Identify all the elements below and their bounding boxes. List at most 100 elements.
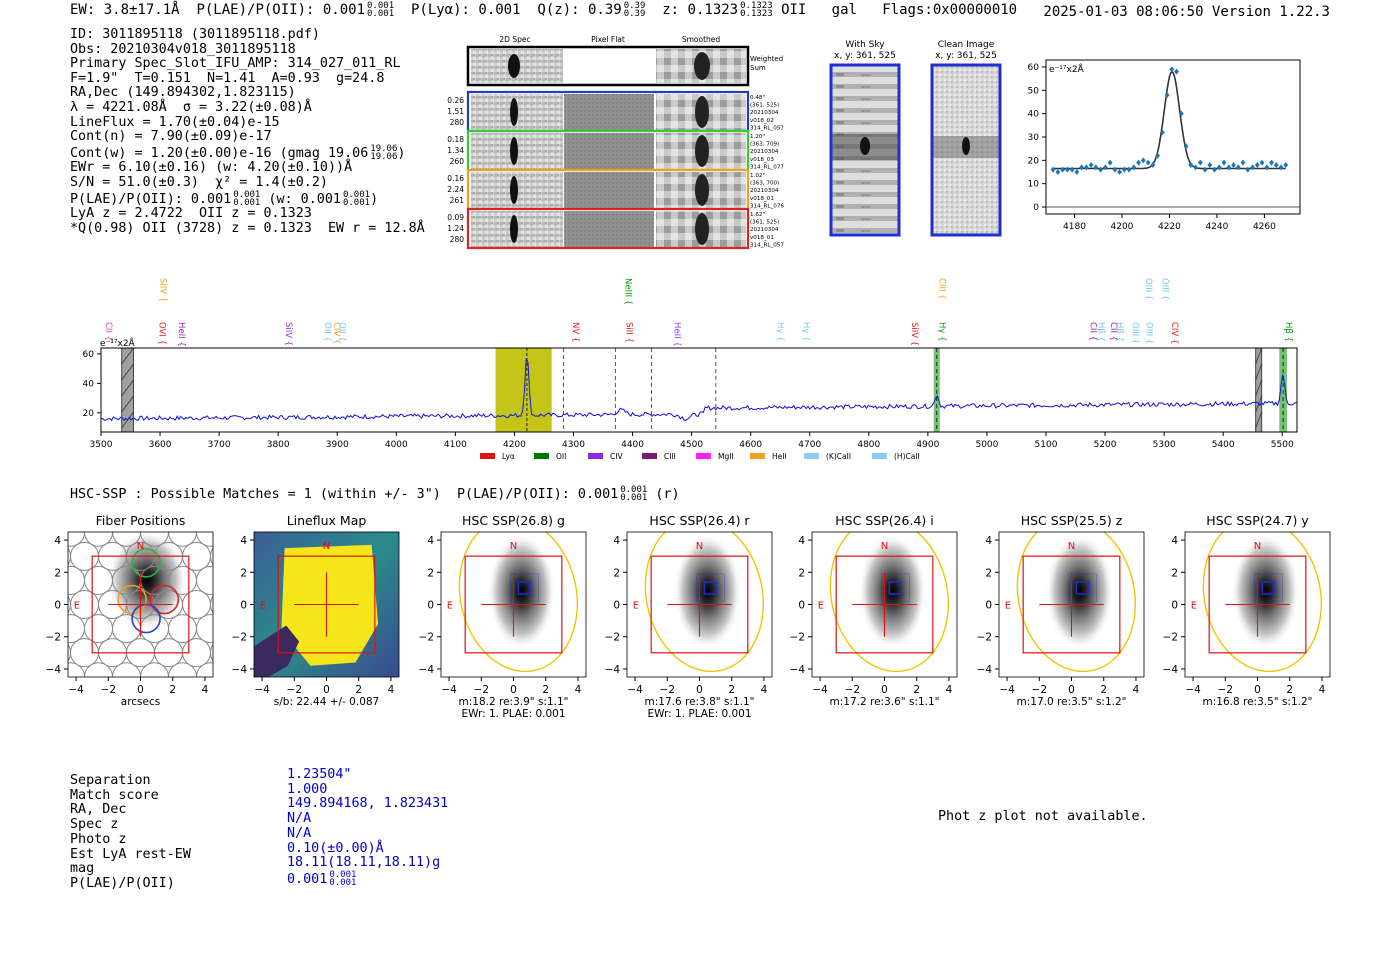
hsc-xtick-label: −2 (1218, 684, 1233, 696)
zoom-data-point (1060, 166, 1066, 173)
hsc-panel-caption: m:17.2 re:3.6" s:1.1" (830, 696, 940, 708)
match-plae-hi: 0.001 (329, 869, 357, 880)
spec-xtick-label: 5100 (1035, 440, 1058, 450)
hsc-panel: HSC SSP(24.7) y N E 4 −4 2 −2 0 0 −2 2 −4 4 m:16.8 re… (1163, 513, 1331, 708)
spec-xtick-label: 3600 (149, 440, 172, 450)
hsc-xtick-label: 0 (696, 684, 703, 696)
spectral-line-label: Hβ { (1114, 322, 1124, 342)
summary-header: EW: 3.8±17.1Å P(LAE)/P(OII): 0.001 0.001 0… (70, 1, 1017, 19)
spectrum-units: e⁻¹⁷x2Å (100, 337, 136, 349)
hsc-ytick-label: 2 (240, 567, 247, 579)
zoom-data-point (1254, 162, 1260, 168)
legend-label: (H)CaII (894, 452, 920, 461)
info-lya-z: LyA z = 2.4722 OII z = 0.1323 (70, 206, 312, 222)
hsc-counterpart-box (517, 581, 532, 595)
row-weight: 1.51 (447, 107, 464, 116)
info-plae-text: P(LAE)/P(OII): 0.001 (70, 191, 232, 207)
cutout-row: 0.18 1.34 260 1.20" (363, 709)20210304 v018_0… (447, 129, 784, 172)
row-meta: 314_RL_057 (750, 242, 784, 248)
spectrum-frame (100, 347, 1298, 433)
hsc-xtick-label: −4 (627, 684, 643, 696)
lineflux-masked-region (254, 625, 300, 677)
spec-xtick-label: 4100 (444, 440, 467, 450)
spectral-line-label: CIII { (937, 278, 947, 300)
hsc-panel: HSC SSP(25.5) z N E 4 −4 2 −2 0 0 −2 2 −4 4 m:17.0 re… (977, 513, 1145, 708)
info-radec: RA,Dec (149.894302,1.823115) (70, 85, 296, 101)
info-sn: S/N = 51.0(±0.3) χ² = 1.4(±0.2) (70, 174, 328, 190)
row-meta: 20210304 (750, 149, 779, 155)
hsc-ytick-label: 4 (613, 535, 620, 547)
zoom-ytick-label: 10 (1028, 180, 1040, 190)
spectrum-axes: 3500 3600 3700 3800 3900 4000 4100 4200 4300 4400… (83, 350, 1294, 450)
hsc-galaxy (673, 533, 742, 650)
qz-hi: 0.39 (623, 1, 646, 11)
hsc-ytick-label: −4 (977, 664, 993, 676)
spec-xtick-label: 3500 (90, 440, 113, 450)
spectral-line-label: HeII { (672, 322, 682, 347)
spectrum-bands (121, 347, 1287, 433)
match-value: 0.001 0.001 0.001 (287, 869, 357, 888)
zoom-data-point (1131, 164, 1137, 171)
hsc-xtick-label: 2 (1100, 684, 1107, 696)
search-region-box (835, 555, 934, 654)
row-meta: 0.48" (750, 95, 765, 101)
search-region-box (1022, 555, 1121, 654)
hsc-panel: Lineflux Map N E 4 −4 2 −2 0 0 −2 2 −4 4 s/b: 22.44 +… (232, 513, 400, 708)
hsc-ytick-label: −4 (605, 664, 621, 676)
hsc-xtick-label: 0 (323, 684, 330, 696)
weighted-sum-label: Weighted (750, 55, 783, 63)
hsc-ytick-label: 4 (798, 535, 805, 547)
row-emission-spot (510, 176, 518, 204)
full-spectrum-chart: CII {SiIV {OVI {HeII {SiIV {OII {CIV {OI… (83, 278, 1298, 461)
hsc-panel-caption: EWr: 1. PLAE: 0.001 (647, 708, 751, 720)
hsc-xtick-label: 4 (946, 684, 953, 696)
hsc-panel-caption: m:18.2 re:3.9" s:1.1" (459, 696, 569, 708)
fiber-circle (225, 518, 253, 546)
hsc-galaxy (1231, 533, 1300, 650)
match-label: P(LAE)/P(OII) (70, 875, 175, 891)
hsc-panel-title: HSC SSP(26.4) i (835, 513, 933, 528)
hsc-counterpart-box (1075, 581, 1090, 595)
with-sky-title: With Sky (845, 40, 885, 50)
hsc-ytick-label: 4 (985, 535, 992, 547)
row-meta: 20210304 (750, 188, 779, 194)
hsc-xtick-label: −2 (101, 684, 116, 696)
hsc-xtick-label: 2 (355, 684, 362, 696)
zoom-data-point (1273, 162, 1279, 168)
row-meta: (361, 525) (750, 103, 779, 109)
hsc-ytick-label: −2 (46, 632, 61, 644)
masked-band-hatch (121, 379, 134, 397)
compass-e: E (818, 601, 824, 612)
row-meta: 1.62" (750, 212, 765, 218)
row-weight: 260 (450, 157, 465, 166)
row-pixelflat (564, 172, 654, 209)
z-lo: 0.1323 (740, 9, 773, 19)
spectral-line-label: OII { (337, 322, 347, 342)
legend-swatch (872, 453, 887, 459)
spectral-line-label: CII { (103, 322, 113, 341)
plae-value: P(LAE)/P(OII): 0.001 (196, 2, 366, 18)
masked-band-hatch (1255, 363, 1263, 381)
clean-title: Clean Image (938, 40, 995, 50)
info-plae-w-lo: 0.001 (342, 197, 371, 208)
hsc-image (812, 532, 957, 677)
row-smoothed-spot (695, 96, 709, 128)
spec-xtick-label: 4000 (385, 440, 408, 450)
hsc-panel-title: Lineflux Map (287, 513, 367, 528)
hsc-xtick-label: −4 (812, 684, 828, 696)
hsc-ytick-label: −4 (46, 664, 62, 676)
compass-n: N (1254, 541, 1261, 552)
match-label: Photo z (70, 831, 127, 847)
hsc-panel: Fiber Positions N E 4 −4 2 −2 0 0 −2 2 −4 4 arcsecs (46, 513, 253, 708)
search-region-box (277, 555, 376, 654)
zoom-xtick-label: 4260 (1253, 222, 1276, 232)
match-label: Match score (70, 787, 159, 803)
zoom-ytick-label: 40 (1028, 110, 1040, 120)
z-value: z: 0.1323 (662, 2, 739, 18)
hsc-xtick-label: 2 (728, 684, 735, 696)
legend-swatch (534, 453, 549, 459)
spectral-line-label: NeIII { (623, 278, 633, 305)
zoom-plot-content (1046, 66, 1300, 208)
clean-xy: x, y: 361, 525 (935, 51, 997, 61)
hsc-ytick-label: 0 (798, 600, 805, 612)
